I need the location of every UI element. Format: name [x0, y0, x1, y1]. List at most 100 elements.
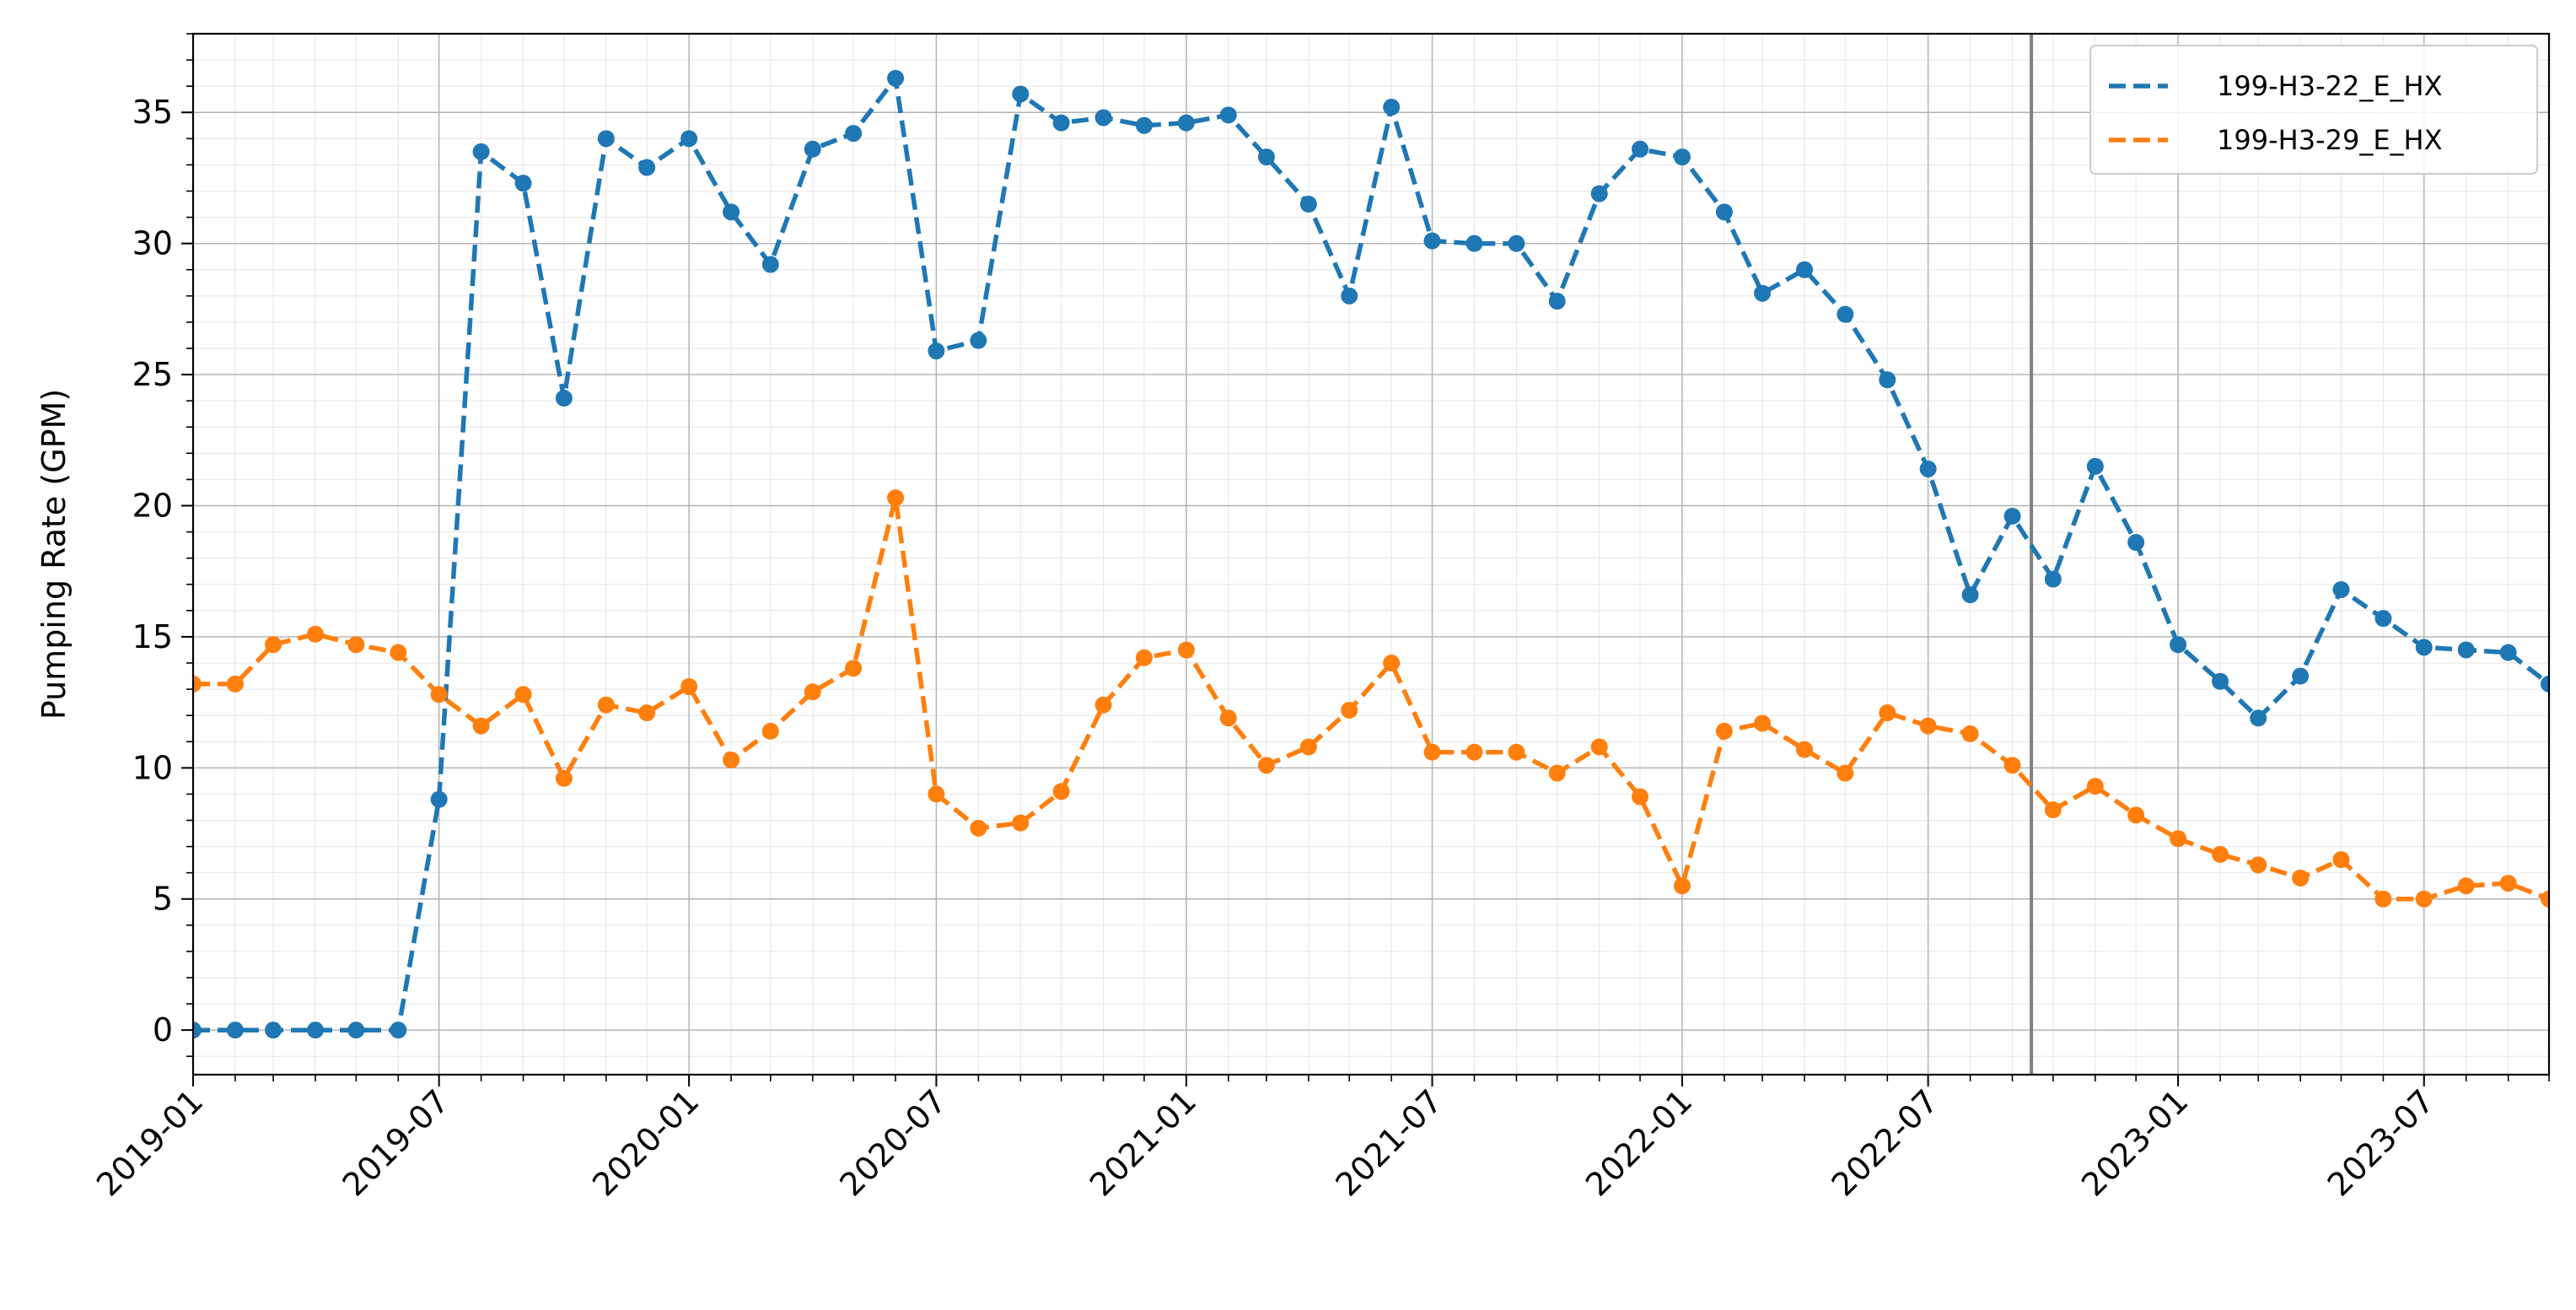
data-point [193, 675, 202, 693]
data-point [2292, 869, 2310, 887]
data-point [1754, 284, 1772, 302]
data-point [1632, 788, 1649, 806]
data-point [1961, 725, 1979, 742]
data-point [1177, 114, 1195, 132]
data-point [1879, 371, 1896, 389]
data-point [1919, 717, 1937, 735]
data-point [1341, 287, 1358, 305]
data-point [638, 704, 656, 722]
data-point [1837, 764, 1854, 782]
data-point [1632, 140, 1649, 158]
data-point [761, 722, 779, 740]
data-point [1299, 196, 1317, 213]
data-point [1465, 235, 1483, 252]
data-point [680, 130, 698, 148]
data-point [2499, 875, 2517, 892]
y-axis: 0 5 10 15 20 25 30 35 [132, 33, 193, 1058]
data-point [1052, 783, 1070, 801]
y-tick-label: 0 [153, 1011, 173, 1049]
y-tick-label: 30 [132, 225, 173, 262]
data-point [1508, 743, 1525, 761]
data-point [1383, 654, 1401, 671]
data-point [347, 1022, 365, 1039]
y-tick-label: 15 [132, 618, 173, 655]
data-point [2127, 534, 2145, 552]
data-point [804, 140, 821, 158]
series-line [193, 495, 2549, 902]
data-point [1383, 99, 1401, 116]
x-tick-label: 2023-07 [2321, 1082, 2441, 1203]
data-point [2374, 890, 2392, 908]
y-tick-label: 10 [132, 749, 173, 786]
data-point [1673, 877, 1691, 895]
data-point [2086, 778, 2104, 795]
data-point [2541, 675, 2549, 693]
data-point [1919, 460, 1937, 477]
legend-box [2089, 45, 2538, 175]
data-point [970, 819, 987, 837]
data-point [2415, 639, 2433, 656]
data-point [1219, 709, 1237, 727]
data-point [472, 143, 490, 160]
data-point [1548, 764, 1566, 782]
series-line [193, 76, 2549, 1032]
data-point [2292, 667, 2310, 685]
data-point [2044, 570, 2062, 588]
series-0 [193, 69, 2549, 1039]
data-point [1837, 305, 1854, 323]
data-point [1135, 116, 1153, 134]
data-point [1012, 814, 1030, 832]
y-tick-label: 5 [153, 881, 173, 918]
data-point [970, 332, 987, 349]
data-point [2457, 877, 2475, 895]
data-point [2044, 801, 2062, 819]
x-tick-label: 2021-07 [1328, 1082, 1449, 1203]
data-point [1715, 722, 1733, 740]
data-point [1673, 148, 1691, 166]
data-point [1094, 696, 1112, 714]
data-point [2086, 457, 2104, 475]
x-tick-label: 2021-01 [1083, 1082, 1203, 1203]
data-point [1879, 704, 1896, 722]
data-point [597, 696, 615, 714]
data-point [1796, 261, 1814, 278]
data-point [1508, 235, 1525, 252]
data-point [1590, 185, 1608, 202]
series-1 [193, 489, 2549, 908]
legend: 199-H3-22_E_HX 199-H3-29_E_HX [2089, 45, 2538, 175]
data-point [2127, 806, 2145, 824]
data-point [2332, 851, 2350, 869]
x-tick-label: 2020-01 [585, 1082, 706, 1203]
data-point [430, 686, 448, 704]
data-point [2499, 644, 2517, 661]
data-point [638, 159, 656, 176]
data-point [1177, 641, 1195, 659]
data-point [1299, 738, 1317, 756]
data-point [887, 489, 905, 507]
data-point [2212, 845, 2229, 863]
data-point [1219, 106, 1237, 124]
data-point [2541, 890, 2549, 908]
data-point [2170, 830, 2187, 848]
data-point [2003, 507, 2021, 525]
data-point [928, 342, 945, 360]
plot-frame [191, 32, 2551, 1076]
data-point [2250, 856, 2267, 874]
data-point [1796, 741, 1814, 758]
data-point [226, 1022, 244, 1039]
data-point [2415, 890, 2433, 908]
x-tick-label: 2022-01 [1578, 1082, 1699, 1203]
data-point [1052, 114, 1070, 132]
data-point [1715, 203, 1733, 221]
data-point [265, 636, 282, 654]
data-point [514, 175, 532, 192]
data-point [1257, 757, 1275, 774]
y-axis-label: Pumping Rate (GPM) [35, 389, 73, 720]
data-point [390, 644, 407, 661]
x-tick-label: 2022-07 [1825, 1082, 1945, 1203]
x-tick-label: 2019-07 [336, 1082, 456, 1203]
data-point [2332, 580, 2350, 598]
data-point [226, 675, 244, 693]
data-point [804, 683, 821, 701]
